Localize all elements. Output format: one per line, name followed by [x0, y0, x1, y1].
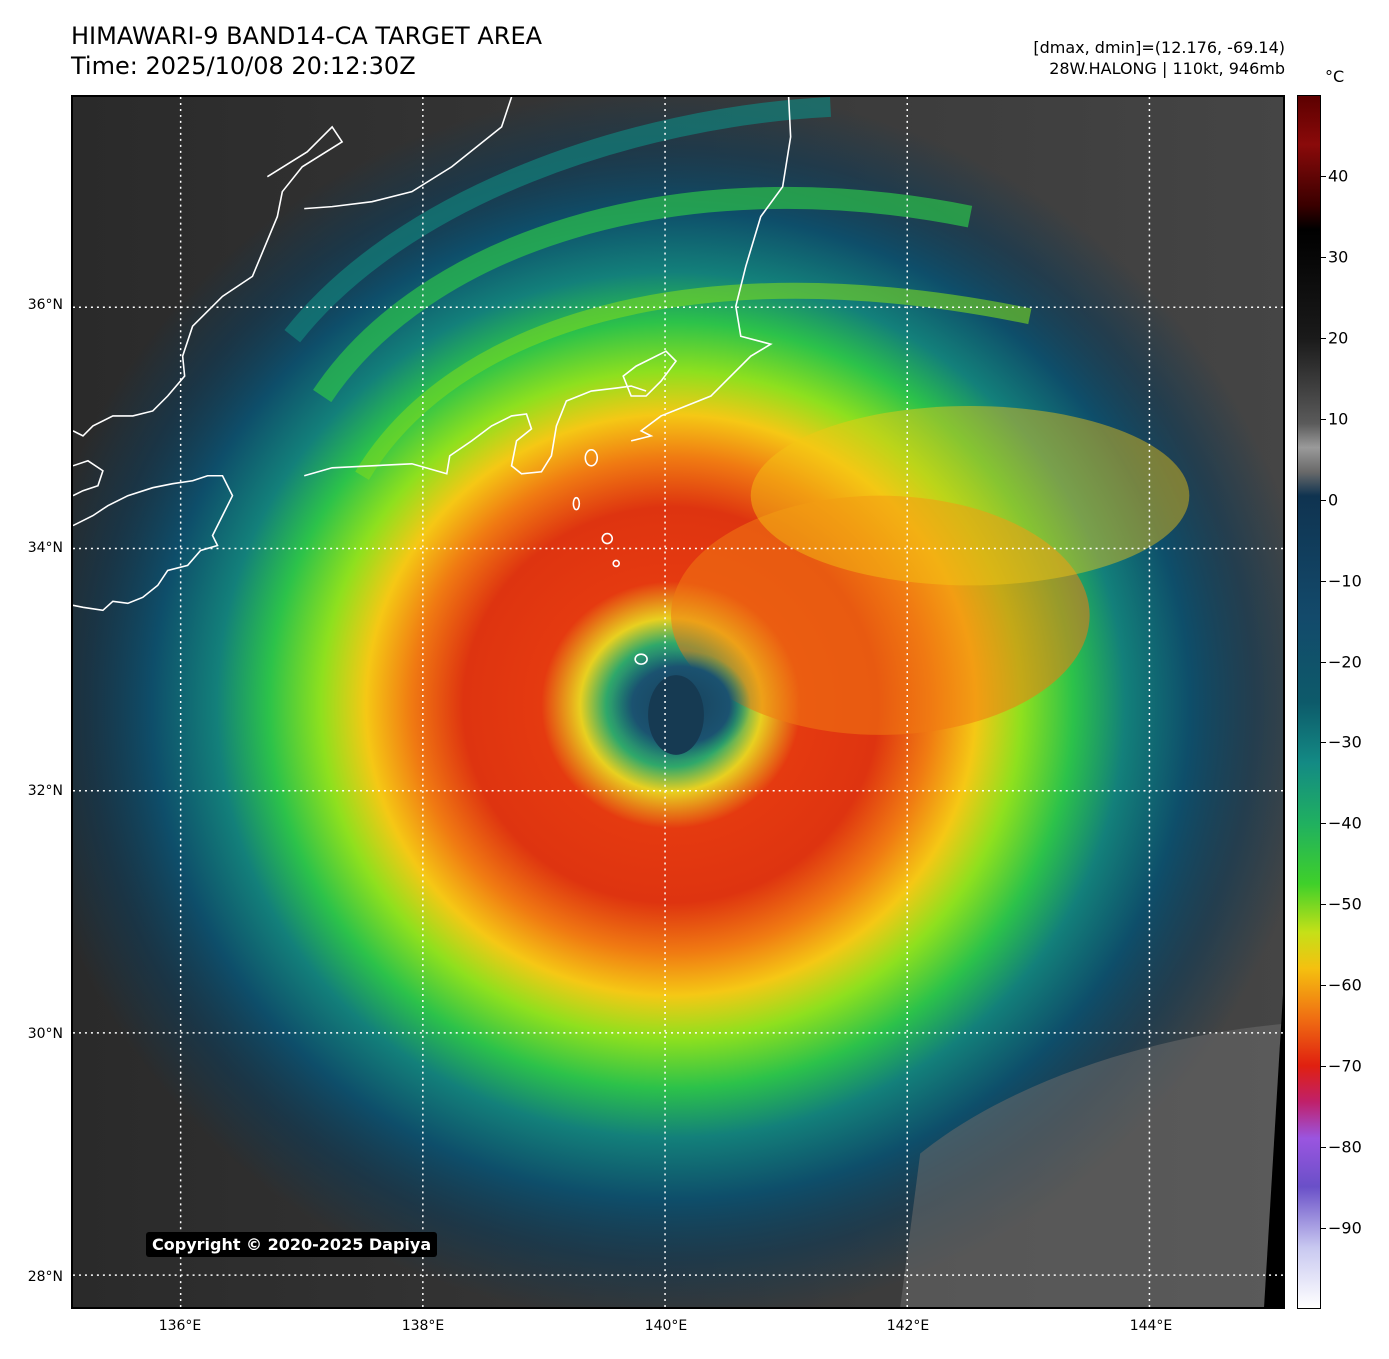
colorbar-tick-label: −80: [1328, 1137, 1362, 1157]
colorbar-tick-label: −20: [1328, 652, 1362, 672]
lon-label-142e: 142°E: [886, 1318, 930, 1334]
copyright-label: Copyright © 2020-2025 Dapiya: [146, 1232, 438, 1257]
colorbar-tick-mark: [1321, 1228, 1326, 1230]
colorbar-tick-mark: [1321, 823, 1326, 825]
colorbar-tick-label: −60: [1328, 975, 1362, 995]
colorbar-tick-mark: [1321, 175, 1326, 177]
colorbar-tick-mark: [1321, 985, 1326, 987]
colorbar-tick-mark: [1321, 742, 1326, 744]
satellite-map[interactable]: Copyright © 2020-2025 Dapiya: [71, 95, 1285, 1309]
colorbar-tick-label: 30: [1328, 247, 1349, 267]
colorbar-tick-mark: [1321, 904, 1326, 906]
colorbar-tick-label: −30: [1328, 732, 1362, 752]
dmax-dmin-readout: [dmax, dmin]=(12.176, -69.14): [1033, 38, 1285, 57]
colorbar-tick-label: 0: [1328, 490, 1339, 510]
colorbar-tick-label: −40: [1328, 813, 1362, 833]
colorbar: [1297, 95, 1321, 1309]
colorbar-tick-mark: [1321, 418, 1326, 420]
lat-label-28n: 28°N: [27, 1269, 63, 1285]
map-title: HIMAWARI-9 BAND14-CA TARGET AREA: [71, 22, 543, 50]
colorbar-unit: °C: [1325, 67, 1345, 86]
colorbar-tick-label: 10: [1328, 409, 1349, 429]
lat-label-36n: 36°N: [27, 297, 63, 313]
lat-label-30n: 30°N: [27, 1026, 63, 1042]
colorbar-tick-mark: [1321, 337, 1326, 339]
lon-label-138e: 138°E: [401, 1318, 445, 1334]
colorbar-tick-label: −50: [1328, 894, 1362, 914]
colorbar-tick-label: 20: [1328, 328, 1349, 348]
colorbar-tick-mark: [1321, 580, 1326, 582]
lon-label-140e: 140°E: [644, 1318, 688, 1334]
lon-label-136e: 136°E: [158, 1318, 202, 1334]
colorbar-tick-mark: [1321, 661, 1326, 663]
colorbar-tick-label: 40: [1328, 166, 1349, 186]
colorbar-tick-mark: [1321, 1066, 1326, 1068]
map-timestamp: Time: 2025/10/08 20:12:30Z: [71, 52, 416, 80]
colorbar-tick-mark: [1321, 256, 1326, 258]
lat-label-32n: 32°N: [27, 783, 63, 799]
colorbar-tick-mark: [1321, 1147, 1326, 1149]
storm-info: 28W.HALONG | 110kt, 946mb: [1049, 59, 1285, 78]
lat-label-34n: 34°N: [27, 540, 63, 556]
colorbar-tick-label: −10: [1328, 571, 1362, 591]
lon-label-144e: 144°E: [1129, 1318, 1173, 1334]
colorbar-tick-label: −90: [1328, 1218, 1362, 1238]
colorbar-tick-label: −70: [1328, 1056, 1362, 1076]
colorbar-tick-mark: [1321, 499, 1326, 501]
satellite-imagery: [73, 97, 1283, 1307]
